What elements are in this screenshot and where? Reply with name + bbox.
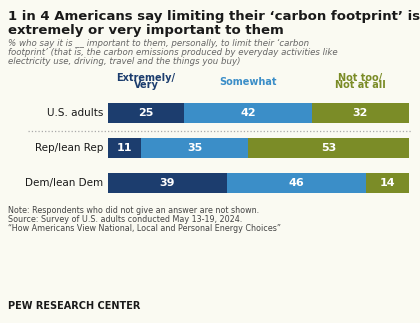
Text: Not at all: Not at all [335,80,386,90]
Text: 1 in 4 Americans say limiting their ‘carbon footprint’ is: 1 in 4 Americans say limiting their ‘car… [8,10,420,23]
Bar [142,138,248,158]
Text: 42: 42 [240,108,256,118]
Text: “How Americans View National, Local and Personal Energy Choices”: “How Americans View National, Local and … [8,224,281,233]
Text: Very: Very [134,80,158,90]
Bar [108,103,184,123]
Text: Extremely/: Extremely/ [116,73,176,83]
Text: Somewhat: Somewhat [219,77,277,87]
Text: % who say it is __ important to them, personally, to limit their ‘carbon: % who say it is __ important to them, pe… [8,39,309,48]
Bar [184,103,312,123]
Text: Not too/: Not too/ [338,73,382,83]
Bar [226,173,366,193]
Text: U.S. adults: U.S. adults [47,108,103,118]
Text: Dem/lean Dem: Dem/lean Dem [25,178,103,188]
Bar [108,173,226,193]
Bar [108,138,142,158]
Text: 39: 39 [160,178,175,188]
Bar [366,173,409,193]
Text: extremely or very important to them: extremely or very important to them [8,24,284,37]
Text: footprint’ (that is, the carbon emissions produced by everyday activities like: footprint’ (that is, the carbon emission… [8,48,338,57]
Text: Rep/lean Rep: Rep/lean Rep [34,143,103,153]
Text: 35: 35 [187,143,202,153]
Text: 32: 32 [353,108,368,118]
Text: 11: 11 [117,143,132,153]
Text: 25: 25 [138,108,154,118]
Text: 46: 46 [289,178,304,188]
Text: electricity use, driving, travel and the things you buy): electricity use, driving, travel and the… [8,57,241,66]
Bar [312,103,409,123]
Text: 53: 53 [321,143,336,153]
Text: Note: Respondents who did not give an answer are not shown.: Note: Respondents who did not give an an… [8,206,259,215]
Text: PEW RESEARCH CENTER: PEW RESEARCH CENTER [8,301,140,311]
Text: Source: Survey of U.S. adults conducted May 13-19, 2024.: Source: Survey of U.S. adults conducted … [8,215,242,224]
Bar [248,138,409,158]
Text: 14: 14 [380,178,396,188]
